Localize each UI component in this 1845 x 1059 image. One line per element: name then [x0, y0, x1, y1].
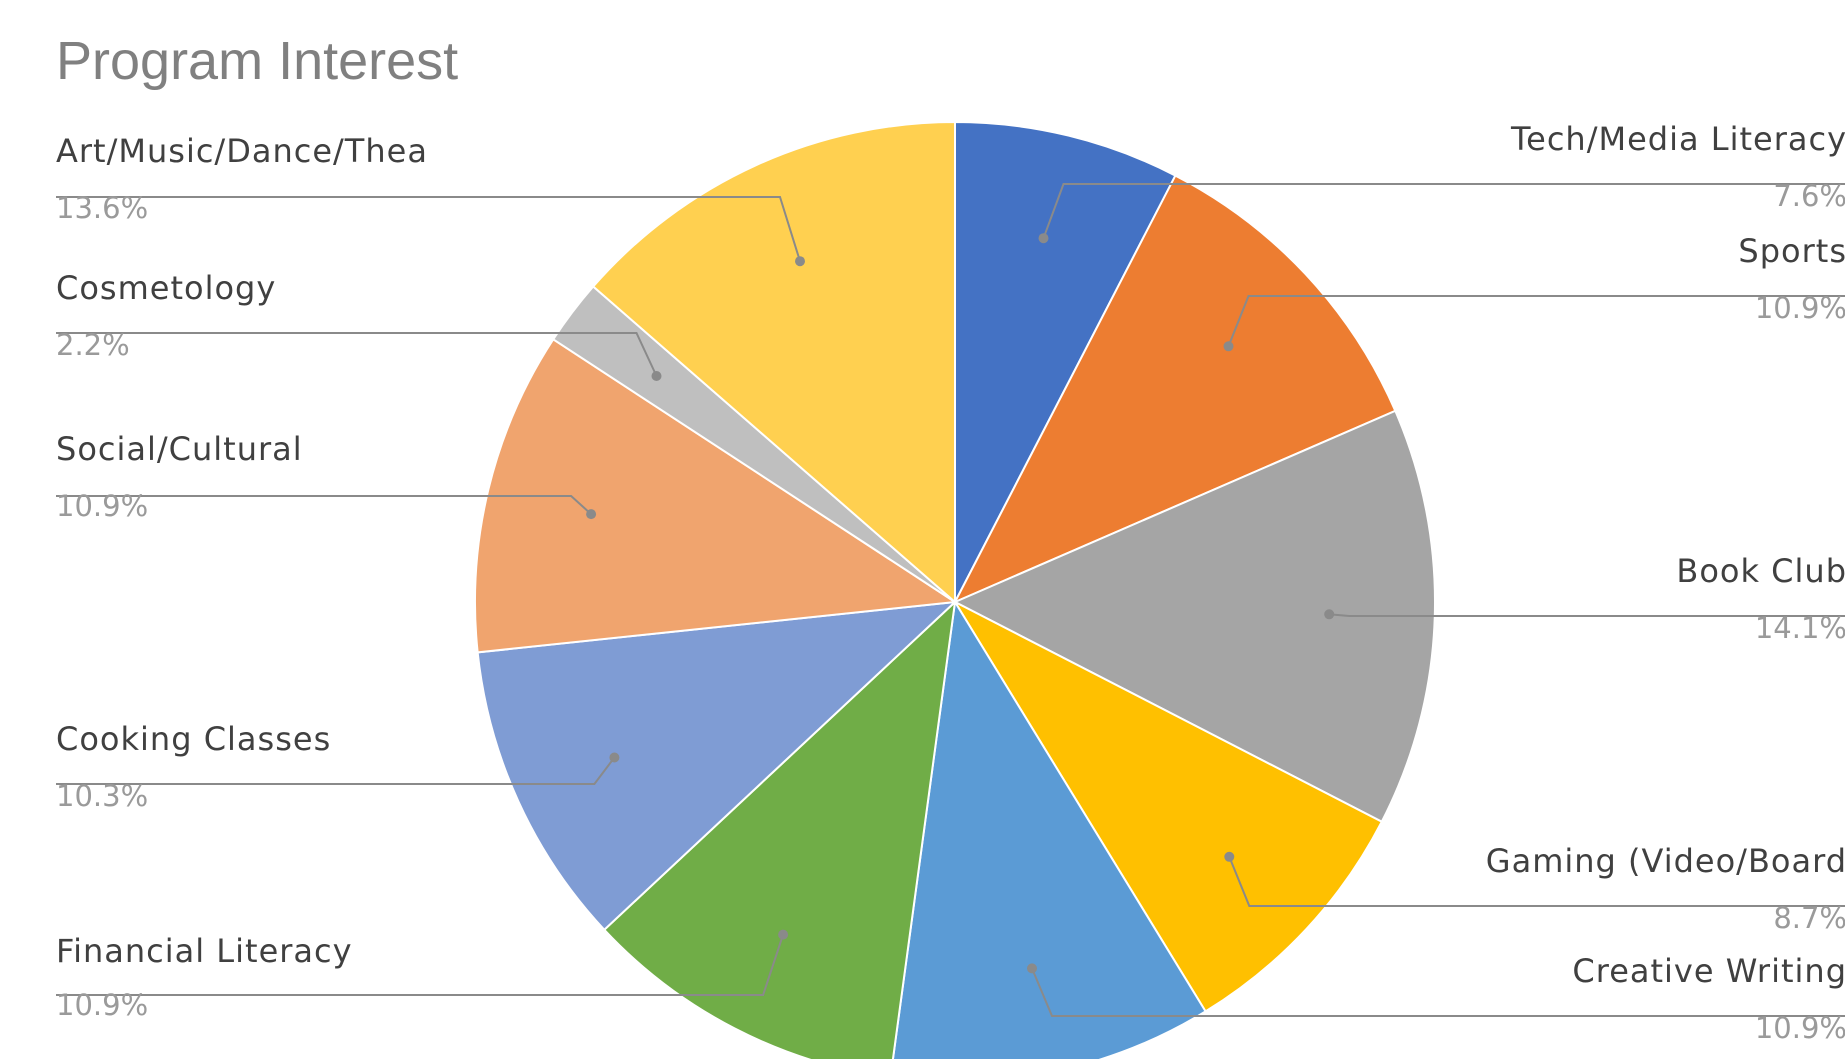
pie-slice-sports	[952, 174, 1397, 605]
data-labels: Tech/Media Literacy 7.6% Sports 10.9% Book C…	[56, 120, 1845, 1045]
leader-dot-book-club	[1324, 609, 1335, 620]
leader-line-financial-literacy	[56, 934, 785, 996]
slice-percent-financial-literacy: 10.9%	[56, 988, 148, 1022]
leader-line-gaming-video-board	[1228, 856, 1845, 907]
slice-label-gaming-video-board: Gaming (Video/Board	[1486, 842, 1845, 880]
leader-dot-creative-writing	[1027, 963, 1037, 974]
slice-label-tech-media-literacy: Tech/Media Literacy	[1510, 120, 1845, 158]
slice-label-cosmetology: Cosmetology	[56, 269, 276, 307]
leader-line-sports	[1227, 295, 1845, 347]
slice-label-cooking-classes: Cooking Classes	[56, 720, 331, 758]
leader-lines	[56, 183, 1845, 1017]
leader-dot-cosmetology	[651, 371, 662, 381]
pie-slice-gaming-video-board	[952, 599, 1384, 1013]
pie-slice-financial-literacy	[602, 599, 957, 1059]
leader-line-cooking-classes	[56, 756, 616, 785]
pie-slice-art-music-dance-thea	[591, 120, 956, 605]
slice-label-book-club: Book Club	[1676, 552, 1845, 590]
slice-label-financial-literacy: Financial Literacy	[56, 932, 353, 970]
slice-percent-book-club: 14.1%	[1755, 611, 1845, 645]
slice-percent-sports: 10.9%	[1755, 291, 1845, 325]
slice-percent-creative-writing: 10.9%	[1755, 1011, 1845, 1045]
pie-slice-book-club	[952, 409, 1436, 824]
slice-percent-cooking-classes: 10.3%	[56, 779, 148, 813]
leader-dot-tech-media-literacy	[1038, 233, 1049, 244]
pie-slice-social-cultural	[474, 337, 958, 654]
slice-label-art-music-dance-thea: Art/Music/Dance/Thea	[56, 132, 428, 170]
leader-dot-gaming-video-board	[1224, 851, 1235, 862]
leader-line-cosmetology	[56, 332, 658, 377]
leader-line-social-cultural	[56, 495, 592, 515]
leader-line-book-club	[1329, 613, 1845, 617]
pie-slice-creative-writing	[891, 599, 1207, 1059]
pie-slices	[474, 120, 1436, 1059]
leader-line-tech-media-literacy	[1042, 183, 1845, 239]
leader-dot-financial-literacy	[778, 929, 789, 940]
leader-line-creative-writing	[1031, 968, 1845, 1017]
slice-label-sports: Sports	[1738, 232, 1845, 270]
slice-percent-cosmetology: 2.2%	[56, 328, 130, 362]
leader-dot-cooking-classes	[609, 752, 620, 763]
leader-line-art-music-dance-thea	[56, 196, 801, 262]
slice-label-social-cultural: Social/Cultural	[56, 430, 303, 468]
chart-title: Program Interest	[56, 31, 459, 91]
pie-slice-cooking-classes	[476, 600, 958, 932]
slice-percent-art-music-dance-thea: 13.6%	[56, 191, 148, 225]
slice-label-creative-writing: Creative Writing	[1572, 952, 1845, 990]
slice-percent-tech-media-literacy: 7.6%	[1773, 179, 1845, 213]
leader-dot-sports	[1223, 341, 1234, 352]
pie-slice-tech-media-literacy	[954, 120, 1177, 603]
leader-dot-social-cultural	[586, 509, 597, 520]
slice-percent-social-cultural: 10.9%	[56, 489, 148, 523]
slice-percent-gaming-video-board: 8.7%	[1773, 901, 1845, 935]
leader-dot-art-music-dance-thea	[795, 256, 805, 267]
